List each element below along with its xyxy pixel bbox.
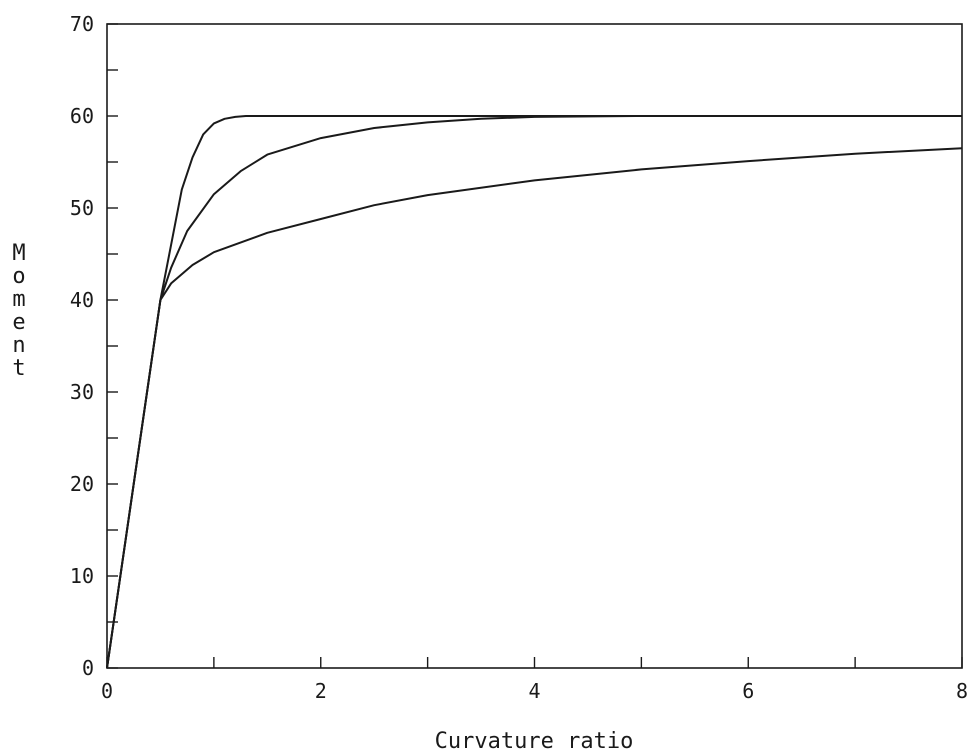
y-tick-label: 0: [82, 656, 94, 680]
x-tick-label: 6: [742, 679, 754, 703]
data-series: [106, 115, 963, 669]
y-tick-label: 40: [70, 288, 94, 312]
y-tick-label: 10: [70, 564, 94, 588]
series-line-2: [106, 115, 962, 669]
x-tick-label: 2: [315, 679, 327, 703]
x-axis-title: Curvature ratio: [435, 729, 634, 754]
y-tick-label: 20: [70, 472, 94, 496]
series-line-3: [106, 147, 963, 669]
y-tick-label: 60: [70, 104, 94, 128]
tick-marks: [106, 23, 963, 669]
y-tick-label: 30: [70, 380, 94, 404]
x-tick-label: 0: [101, 679, 113, 703]
tick-labels: 0 2 4 6 8 0 10 20 30 40 50 60 70: [70, 12, 968, 703]
y-tick-label: 50: [70, 196, 94, 220]
plot-frame: [106, 23, 963, 669]
x-tick-label: 8: [956, 679, 968, 703]
x-tick-label: 4: [528, 679, 540, 703]
y-tick-label: 70: [70, 12, 94, 36]
series-line-1: [106, 115, 962, 669]
